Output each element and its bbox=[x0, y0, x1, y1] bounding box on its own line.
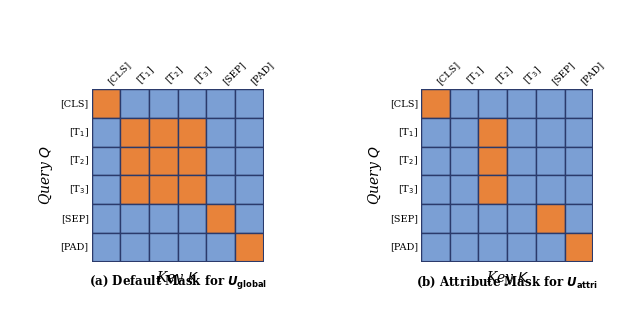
Bar bbox=[564, 147, 593, 175]
Bar bbox=[479, 204, 507, 233]
Bar bbox=[479, 89, 507, 118]
Bar bbox=[178, 89, 206, 118]
Bar bbox=[149, 118, 178, 147]
Bar bbox=[507, 118, 536, 147]
Bar bbox=[479, 147, 507, 175]
Bar bbox=[206, 147, 235, 175]
Bar bbox=[564, 89, 593, 118]
Bar bbox=[507, 233, 536, 262]
Bar bbox=[92, 233, 120, 262]
Bar bbox=[536, 147, 564, 175]
Text: (a) Default Mask for $\boldsymbol{U}$$_{\mathbf{global}}$: (a) Default Mask for $\boldsymbol{U}$$_{… bbox=[88, 274, 267, 292]
Bar bbox=[536, 204, 564, 233]
Bar bbox=[450, 147, 479, 175]
Bar bbox=[120, 147, 149, 175]
Bar bbox=[120, 89, 149, 118]
Bar bbox=[536, 175, 564, 204]
Bar bbox=[149, 175, 178, 204]
Bar bbox=[206, 175, 235, 204]
Bar bbox=[149, 233, 178, 262]
Bar bbox=[120, 204, 149, 233]
X-axis label: Key $K$: Key $K$ bbox=[486, 269, 529, 286]
Bar bbox=[421, 204, 450, 233]
Bar bbox=[450, 175, 479, 204]
Bar bbox=[507, 175, 536, 204]
Bar bbox=[507, 204, 536, 233]
Y-axis label: Query $Q$: Query $Q$ bbox=[37, 145, 55, 205]
Bar bbox=[235, 89, 264, 118]
Bar bbox=[235, 175, 264, 204]
Bar bbox=[479, 233, 507, 262]
Bar bbox=[235, 204, 264, 233]
Bar bbox=[507, 147, 536, 175]
Bar bbox=[149, 89, 178, 118]
Bar bbox=[536, 89, 564, 118]
Bar bbox=[450, 89, 479, 118]
Bar bbox=[479, 118, 507, 147]
Bar bbox=[421, 175, 450, 204]
Bar bbox=[564, 204, 593, 233]
Bar bbox=[421, 233, 450, 262]
Bar bbox=[450, 233, 479, 262]
Y-axis label: Query $Q$: Query $Q$ bbox=[367, 145, 385, 205]
Bar bbox=[206, 118, 235, 147]
Bar bbox=[92, 89, 120, 118]
X-axis label: Key $K$: Key $K$ bbox=[156, 269, 199, 286]
Bar bbox=[450, 204, 479, 233]
Bar bbox=[149, 147, 178, 175]
Bar bbox=[120, 233, 149, 262]
Bar bbox=[421, 89, 450, 118]
Bar bbox=[235, 118, 264, 147]
Bar bbox=[92, 175, 120, 204]
Bar bbox=[92, 147, 120, 175]
Bar bbox=[120, 175, 149, 204]
Bar bbox=[206, 233, 235, 262]
Bar bbox=[178, 204, 206, 233]
Bar bbox=[178, 175, 206, 204]
Bar bbox=[479, 175, 507, 204]
Bar bbox=[92, 204, 120, 233]
Bar bbox=[421, 147, 450, 175]
Bar bbox=[206, 204, 235, 233]
Bar bbox=[450, 118, 479, 147]
Bar bbox=[206, 89, 235, 118]
Bar bbox=[564, 175, 593, 204]
Bar bbox=[536, 118, 564, 147]
Bar bbox=[120, 118, 149, 147]
Bar bbox=[507, 89, 536, 118]
Bar bbox=[564, 118, 593, 147]
Bar bbox=[235, 233, 264, 262]
Text: (b) Attribute Mask for $\boldsymbol{U}$$_{\mathbf{attri}}$: (b) Attribute Mask for $\boldsymbol{U}$$… bbox=[416, 274, 598, 290]
Bar bbox=[92, 118, 120, 147]
Bar bbox=[178, 233, 206, 262]
Bar bbox=[178, 147, 206, 175]
Bar bbox=[178, 118, 206, 147]
Bar bbox=[235, 147, 264, 175]
Bar bbox=[564, 233, 593, 262]
Bar bbox=[421, 118, 450, 147]
Bar bbox=[149, 204, 178, 233]
Bar bbox=[536, 233, 564, 262]
